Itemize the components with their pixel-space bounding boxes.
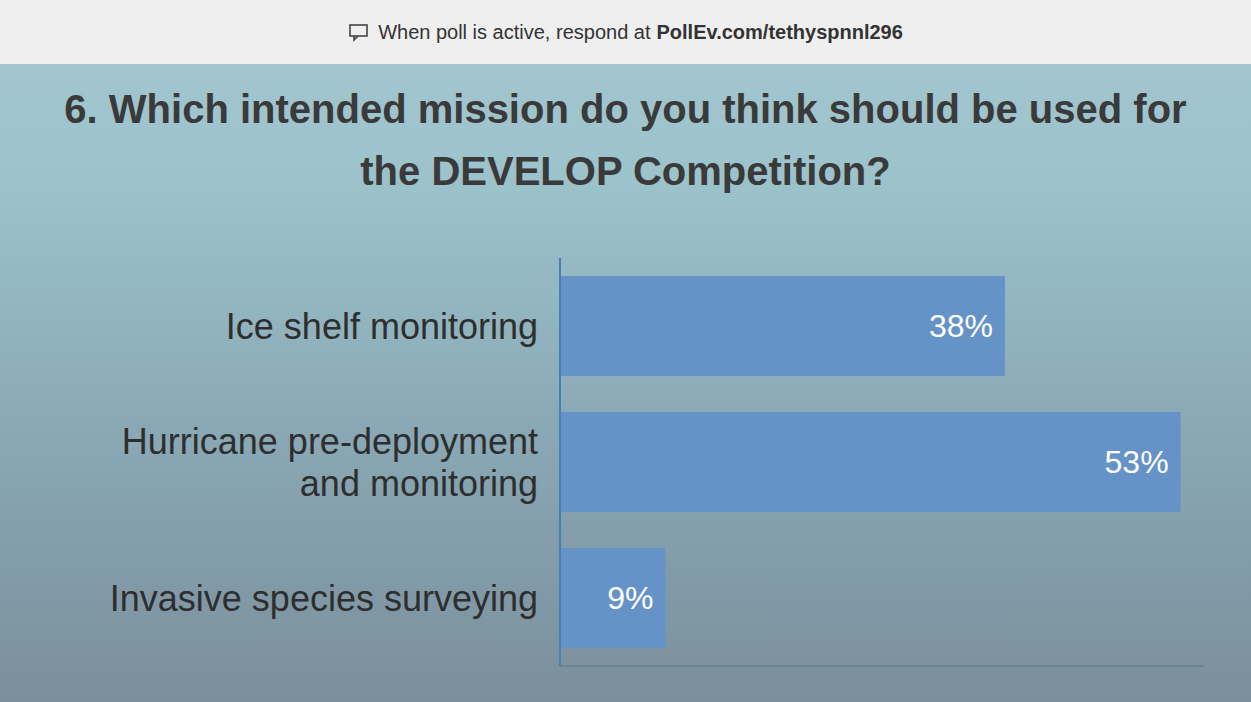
svg-text:38%: 38% [929, 308, 993, 344]
svg-text:9%: 9% [607, 580, 653, 616]
svg-text:Invasive species surveying: Invasive species surveying [110, 578, 538, 619]
html-text:6. Which intended mission do y: 6. Which intended mission do you think s… [64, 87, 1187, 193]
svg-text:Hurricane pre-deploymentand mo: Hurricane pre-deploymentand monitoring [122, 421, 538, 504]
html-text:When poll is active, respond a: When poll is active, respond at PollEv.c… [378, 20, 903, 43]
svg-text:Ice shelf monitoring: Ice shelf monitoring [226, 306, 538, 347]
svg-text:53%: 53% [1105, 444, 1169, 480]
